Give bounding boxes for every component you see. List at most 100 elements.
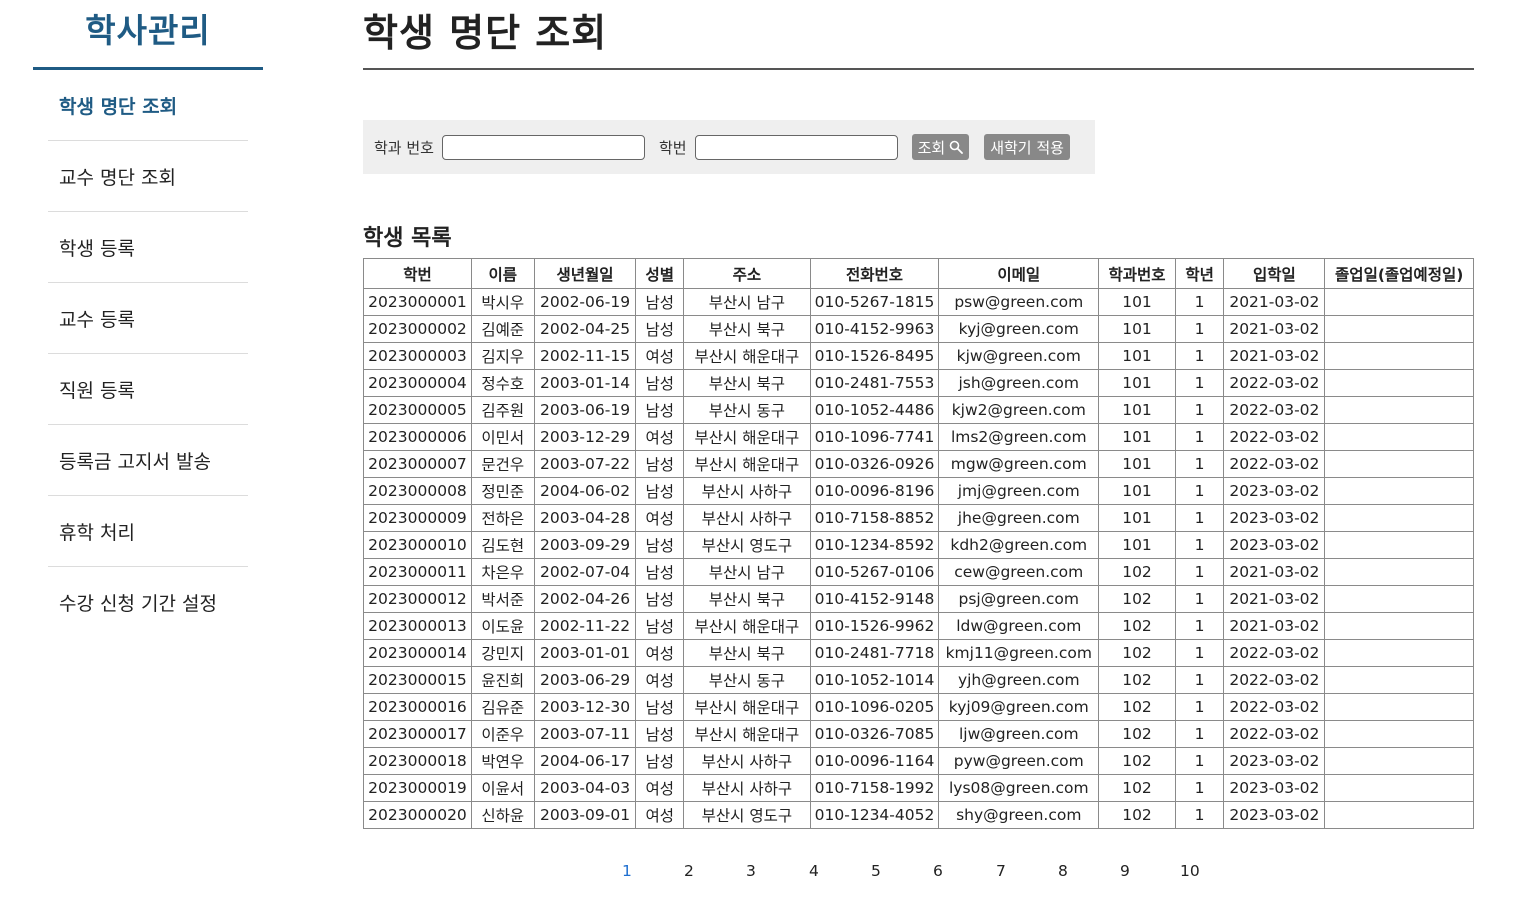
- table-cell: 2021-03-02: [1223, 315, 1326, 343]
- table-cell: 남성: [635, 531, 685, 559]
- table-row[interactable]: 2023000008 정민준 2004-06-02 남성 부산시 사하구 010-0096…: [363, 477, 1474, 505]
- table-cell: 부산시 동구: [683, 666, 811, 694]
- table-row[interactable]: 2023000001 박시우 2002-06-19 남성 부산시 남구 010-5267-…: [363, 288, 1474, 316]
- table-row[interactable]: 2023000013 이도윤 2002-11-22 남성 부산시 해운대구 010-152…: [363, 612, 1474, 640]
- page-link[interactable]: 4: [809, 862, 819, 880]
- table-row[interactable]: 2023000011 차은우 2002-07-04 남성 부산시 남구 010-5267-…: [363, 558, 1474, 586]
- table-cell: 부산시 해운대구: [683, 450, 811, 478]
- table-row[interactable]: 2023000016 김유준 2003-12-30 남성 부산시 해운대구 010-109…: [363, 693, 1474, 721]
- table-cell: 2002-04-26: [533, 585, 637, 613]
- table-row[interactable]: 2023000020 신하윤 2003-09-01 여성 부산시 영도구 010-1234…: [363, 801, 1474, 829]
- table-cell: 1: [1174, 477, 1225, 505]
- table-row[interactable]: 2023000003 김지우 2002-11-15 여성 부산시 해운대구 010-152…: [363, 342, 1474, 370]
- table-cell: 2022-03-02: [1223, 450, 1326, 478]
- table-row[interactable]: 2023000018 박연우 2004-06-17 남성 부산시 사하구 010-0096…: [363, 747, 1474, 775]
- page-link[interactable]: 9: [1120, 862, 1130, 880]
- table-cell: 부산시 해운대구: [683, 693, 811, 721]
- table-cell: 부산시 북구: [683, 369, 811, 397]
- table-cell: 1: [1174, 612, 1225, 640]
- table-cell: 부산시 남구: [683, 288, 811, 316]
- page-link[interactable]: 5: [871, 862, 881, 880]
- student-id-input[interactable]: [694, 134, 898, 160]
- table-row[interactable]: 2023000019 이윤서 2003-04-03 여성 부산시 사하구 010-7158…: [363, 774, 1474, 802]
- table-cell: 101: [1098, 423, 1176, 451]
- student-list-title: 학생 목록: [363, 226, 452, 251]
- table-row[interactable]: 2023000009 전하은 2003-04-28 여성 부산시 사하구 010-7158…: [363, 504, 1474, 532]
- table-cell: jhe@green.com: [938, 504, 1100, 532]
- table-cell: 2023000007: [363, 450, 472, 478]
- table-cell: 부산시 사하구: [683, 747, 811, 775]
- table-cell: 1: [1174, 585, 1225, 613]
- sidebar-item-student-list[interactable]: 학생 명단 조회: [48, 70, 248, 141]
- sidebar-item-professor-register[interactable]: 교수 등록: [48, 283, 248, 354]
- table-cell: 1: [1174, 801, 1225, 829]
- table-row[interactable]: 2023000005 김주원 2003-06-19 남성 부산시 동구 010-1052-…: [363, 396, 1474, 424]
- table-cell: 1: [1174, 558, 1225, 586]
- table-cell: cew@green.com: [938, 558, 1100, 586]
- table-cell: 101: [1098, 477, 1176, 505]
- column-header: 이름: [470, 258, 535, 289]
- table-row[interactable]: 2023000007 문건우 2003-07-22 남성 부산시 해운대구 010-032…: [363, 450, 1474, 478]
- table-cell: 2023-03-02: [1223, 747, 1326, 775]
- dept-number-input[interactable]: [441, 134, 645, 160]
- table-row[interactable]: 2023000006 이민서 2003-12-29 여성 부산시 해운대구 010-109…: [363, 423, 1474, 451]
- table-row[interactable]: 2023000017 이준우 2003-07-11 남성 부산시 해운대구 010-032…: [363, 720, 1474, 748]
- page-link[interactable]: 8: [1058, 862, 1068, 880]
- table-cell: 이민서: [470, 423, 535, 451]
- table-cell: 여성: [635, 774, 685, 802]
- page-link[interactable]: 3: [746, 862, 756, 880]
- table-row[interactable]: 2023000015 윤진희 2003-06-29 여성 부산시 동구 010-1052-…: [363, 666, 1474, 694]
- table-cell: 박연우: [470, 747, 535, 775]
- sidebar-item-leave-of-absence[interactable]: 휴학 처리: [48, 496, 248, 567]
- table-cell: [1324, 396, 1474, 424]
- table-cell: jmj@green.com: [938, 477, 1100, 505]
- table-cell: 2003-12-30: [533, 693, 637, 721]
- table-cell: 부산시 남구: [683, 558, 811, 586]
- new-semester-button[interactable]: 새학기 적용: [984, 134, 1070, 160]
- page-link[interactable]: 2: [684, 862, 694, 880]
- sidebar-item-tuition-bill[interactable]: 등록금 고지서 발송: [48, 425, 248, 496]
- table-cell: 2002-06-19: [533, 288, 637, 316]
- table-cell: 2022-03-02: [1223, 693, 1326, 721]
- table-cell: 1: [1174, 531, 1225, 559]
- table-cell: 남성: [635, 585, 685, 613]
- table-cell: 2002-11-22: [533, 612, 637, 640]
- page-link[interactable]: 10: [1180, 862, 1200, 880]
- page-link[interactable]: 7: [996, 862, 1006, 880]
- sidebar-item-staff-register[interactable]: 직원 등록: [48, 354, 248, 425]
- table-cell: 1: [1174, 396, 1225, 424]
- table-cell: 010-4152-9148: [809, 585, 940, 613]
- table-cell: 010-0096-8196: [809, 477, 940, 505]
- table-row[interactable]: 2023000004 정수호 2003-01-14 남성 부산시 북구 010-2481-…: [363, 369, 1474, 397]
- table-cell: 2003-07-11: [533, 720, 637, 748]
- table-cell: 여성: [635, 504, 685, 532]
- search-button[interactable]: 조회: [911, 134, 970, 160]
- table-cell: kjw2@green.com: [938, 396, 1100, 424]
- page-link[interactable]: 6: [933, 862, 943, 880]
- table-row[interactable]: 2023000014 강민지 2003-01-01 여성 부산시 북구 010-2481-…: [363, 639, 1474, 667]
- table-cell: 이준우: [470, 720, 535, 748]
- table-cell: 1: [1174, 450, 1225, 478]
- table-row[interactable]: 2023000002 김예준 2002-04-25 남성 부산시 북구 010-4152-…: [363, 315, 1474, 343]
- table-cell: 박시우: [470, 288, 535, 316]
- sidebar-item-student-register[interactable]: 학생 등록: [48, 212, 248, 283]
- table-cell: 김도현: [470, 531, 535, 559]
- table-cell: 남성: [635, 288, 685, 316]
- table-cell: lys08@green.com: [938, 774, 1100, 802]
- table-cell: [1324, 612, 1474, 640]
- table-row[interactable]: 2023000012 박서준 2002-04-26 남성 부산시 북구 010-4152-…: [363, 585, 1474, 613]
- column-header: 학년: [1174, 258, 1225, 289]
- table-cell: 010-1526-9962: [809, 612, 940, 640]
- table-cell: 010-0326-0926: [809, 450, 940, 478]
- table-row[interactable]: 2023000010 김도현 2003-09-29 남성 부산시 영도구 010-1234…: [363, 531, 1474, 559]
- table-cell: 부산시 사하구: [683, 504, 811, 532]
- column-header: 전화번호: [809, 258, 940, 289]
- sidebar-item-professor-list[interactable]: 교수 명단 조회: [48, 141, 248, 212]
- table-cell: 2023000020: [363, 801, 472, 829]
- sidebar-item-course-registration-period[interactable]: 수강 신청 기간 설정: [59, 593, 217, 615]
- table-cell: [1324, 666, 1474, 694]
- table-cell: 2022-03-02: [1223, 666, 1326, 694]
- table-cell: 2022-03-02: [1223, 720, 1326, 748]
- table-cell: 2023000012: [363, 585, 472, 613]
- page-link[interactable]: 1: [622, 862, 632, 880]
